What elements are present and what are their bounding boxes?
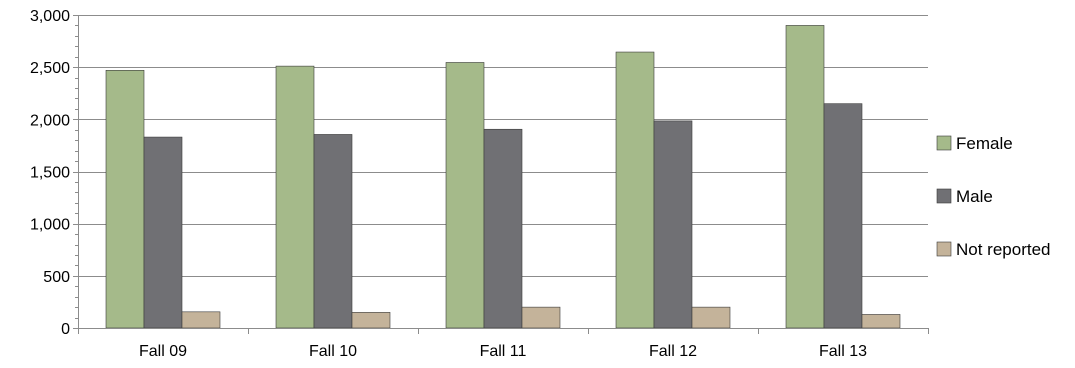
bar-female [105,69,145,329]
x-tick-label: Fall 09 [139,343,187,360]
bar-female [275,65,315,329]
x-tick-label: Fall 11 [480,343,527,360]
tick-labels: 0 500 1,000 1,500 2,000 2,500 3,000 Fall 09 Fall… [30,8,867,360]
bar-male [313,134,353,329]
bar-not-reported [521,306,561,329]
bars [105,25,901,329]
bar-female [445,62,485,329]
y-tick-label: 2,000 [30,112,70,129]
bar-female [785,25,825,329]
bar-not-reported [861,314,901,329]
bar-female [615,51,655,329]
y-tick-label: 0 [61,321,70,338]
legend: Female Male Not reported [936,134,1051,259]
x-tick-label: Fall 12 [649,343,697,360]
y-tick-label: 500 [43,269,70,286]
bar-not-reported [351,312,391,329]
legend-swatch-male [936,188,952,204]
y-tick-label: 1,500 [30,165,70,182]
bar-not-reported [181,311,221,329]
bar-male [653,120,693,329]
legend-label: Not reported [956,240,1051,259]
x-tick-label: Fall 13 [819,343,867,360]
axes [73,15,929,334]
y-tick-label: 1,000 [30,217,70,234]
legend-label: Female [956,134,1013,153]
y-tick-label: 3,000 [30,8,70,25]
legend-swatch-not-reported [936,241,952,257]
bar-male [483,128,523,329]
bar-male [823,103,863,329]
bar-not-reported [691,306,731,329]
x-tick-label: Fall 10 [309,343,357,360]
legend-swatch-female [936,135,952,151]
y-tick-label: 2,500 [30,60,70,77]
legend-label: Male [956,187,993,206]
bar-male [143,136,183,329]
